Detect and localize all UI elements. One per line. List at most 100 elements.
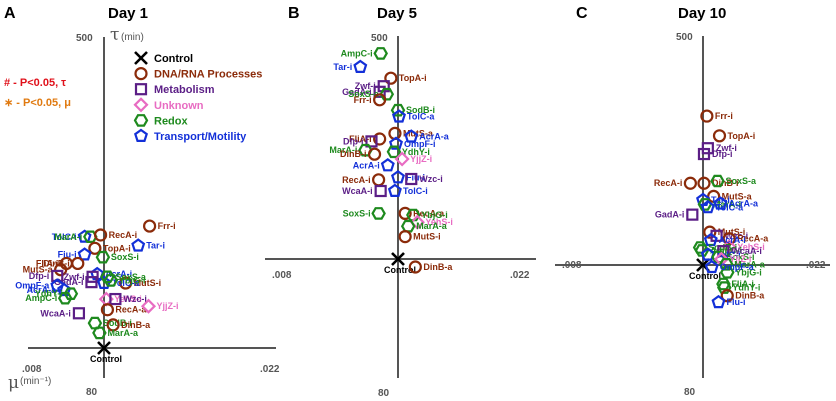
panel-a-tau-min-label: 80 <box>86 387 98 398</box>
point-reca-i <box>372 173 386 187</box>
point-muts-a <box>707 189 721 203</box>
point-label: RecA-i <box>342 175 371 185</box>
point-label: YjjZ-i <box>410 154 432 164</box>
panel-b-mu-min-label: .008 <box>272 270 292 281</box>
point-label: MutS-a <box>23 265 54 275</box>
point-flu-i <box>711 294 726 309</box>
point-label: Wzc-i <box>419 174 443 184</box>
point-label: MutS-i <box>718 227 746 237</box>
point-label: AcrA-a <box>419 132 450 142</box>
panel-b-axes: 500 80 .008 .022 <box>265 33 536 399</box>
point-label: TopA-i <box>399 73 427 83</box>
point-ompf-a <box>704 259 719 274</box>
point-wcaa-i <box>72 307 86 320</box>
point-ampc-i <box>694 244 710 257</box>
point-label: AmpC-i <box>341 48 373 58</box>
point-tolc-a <box>700 199 715 214</box>
point-dinb-i <box>697 176 711 190</box>
point-label: DinB-a <box>121 320 151 330</box>
point-label: Dfp-i <box>712 149 733 159</box>
point-label: TolC-i <box>403 186 428 196</box>
point-reca-i <box>683 176 697 190</box>
legend-marker-redox <box>133 114 149 127</box>
point-label: Dfp-i <box>29 271 50 281</box>
point-label: MarA-i <box>329 145 357 155</box>
point-dinb-i <box>71 256 85 271</box>
point-topa-i <box>88 241 102 255</box>
panel-b-tau-max-label: 500 <box>371 33 388 44</box>
point-label: Control <box>90 354 122 364</box>
point-label: MutS-a <box>403 128 434 138</box>
point-label: TopA-i <box>727 131 755 141</box>
panel-b-tau-min-label: 80 <box>378 388 390 399</box>
point-fiu-i <box>77 247 92 261</box>
point-label: SodB-i <box>406 105 435 115</box>
panel-letter-b: B <box>288 5 300 22</box>
sig-mu-key: ∗ - P<0.05, μ <box>4 97 71 109</box>
panel-c-mu-min-label: .008 <box>562 260 582 271</box>
point-label: YbjG-i <box>735 267 762 277</box>
point-frr-i <box>700 109 714 123</box>
point-mara-i <box>83 230 98 243</box>
point-label: SoxS-a <box>348 89 380 99</box>
point-yehs-i <box>409 214 425 230</box>
panel-a-tau-max-label: 500 <box>76 33 93 44</box>
panel-letter-c: C <box>576 5 588 22</box>
point-label: Frr-i <box>354 95 372 105</box>
point-label: TolC-i <box>52 232 77 242</box>
point-sodb-i <box>390 103 406 117</box>
point-label: RecA-a <box>115 305 147 315</box>
point-tolc-i <box>700 247 715 261</box>
point-label: YbjG-i <box>119 275 146 285</box>
point-label: YdhY-i <box>35 289 63 299</box>
point-label: Zwf-i <box>355 81 376 91</box>
point-label: GadA-i <box>342 87 372 97</box>
point-label: Frr-i <box>158 221 176 231</box>
point-label: Dfp-i <box>343 136 364 146</box>
point-tolc-a <box>97 275 111 289</box>
panel-c-tau-min-label: 80 <box>684 387 696 398</box>
legend-label-metabolism: Metabolism <box>154 84 215 96</box>
point-label: DinB-i <box>340 149 367 159</box>
point-control <box>391 252 405 266</box>
point-label: TolC-a <box>112 278 140 288</box>
point-soxs-i <box>95 250 111 264</box>
legend-marker-unknown <box>133 97 149 113</box>
point-label: Frr-i <box>715 111 733 121</box>
point-label: OmpF-a <box>720 262 755 272</box>
point-reca-a <box>722 232 736 246</box>
point-ybjg-i <box>103 274 119 287</box>
legend-label-dna: DNA/RNA Processes <box>154 69 262 81</box>
point-soxs-i <box>371 207 386 220</box>
point-label: WcaA-i <box>342 186 373 196</box>
x-axis-unit: (min⁻¹) <box>20 376 51 387</box>
point-muts-a <box>54 263 68 277</box>
point-wzc-i <box>109 292 122 306</box>
point-label: RecA-a <box>737 234 769 244</box>
point-ybjg-i <box>720 266 735 279</box>
panel-b-mu-max-label: .022 <box>510 270 530 281</box>
point-yjjz-i <box>140 298 157 314</box>
panel-c-tau-max-label: 500 <box>676 32 693 43</box>
point-label: MarA-a <box>416 221 448 231</box>
point-dinb-a <box>408 260 422 274</box>
point-tolc-a <box>392 109 406 123</box>
point-yjjz-i <box>394 151 410 167</box>
point-gada-i <box>686 208 699 221</box>
point-label: YbjG-i <box>421 210 448 220</box>
point-label: SoxS-a <box>726 176 758 186</box>
point-label: MutS-i <box>413 232 441 242</box>
point-muts-i <box>398 230 412 244</box>
legend-marker-dna <box>134 66 148 81</box>
point-acra-i <box>703 232 718 247</box>
point-label: RecA-a <box>413 208 445 218</box>
point-acra-a <box>404 129 419 143</box>
point-label: AmpC-i <box>710 245 742 255</box>
point-label: MutS-a <box>722 191 753 201</box>
y-axis-unit: (min) <box>121 32 144 43</box>
point-gada-i <box>373 85 386 98</box>
point-label: Wzc-i <box>725 231 749 241</box>
point-label: AmpC-i <box>25 293 57 303</box>
point-label: MarA-a <box>107 328 139 338</box>
